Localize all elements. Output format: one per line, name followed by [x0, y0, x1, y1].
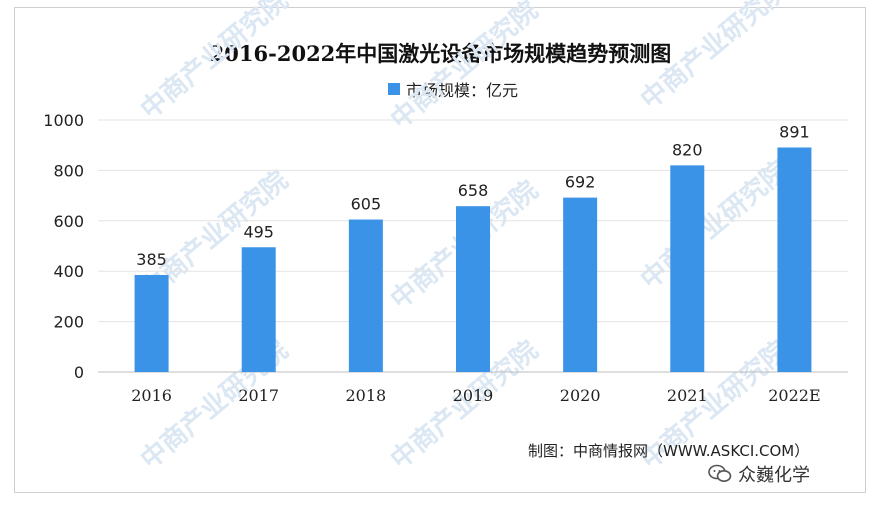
watermark-text: 中商产业研究院 [635, 155, 794, 296]
data-label: 605 [351, 195, 382, 214]
watermark-text: 中商产业研究院 [385, 0, 544, 135]
y-tick-label: 200 [53, 313, 84, 332]
brand-label: 众巍化学 [738, 461, 810, 487]
bar [670, 165, 704, 372]
watermark-text: 中商产业研究院 [135, 0, 294, 125]
y-tick-label: 400 [53, 262, 84, 281]
bar [456, 206, 490, 372]
x-tick-label: 2020 [560, 386, 601, 405]
y-tick-label: 0 [74, 363, 84, 382]
x-tick-label: 2019 [453, 386, 494, 405]
data-label: 495 [243, 222, 274, 241]
bar [242, 247, 276, 372]
watermark-text: 中商产业研究院 [635, 0, 794, 115]
y-tick-label: 600 [53, 212, 84, 231]
x-tick-label: 2017 [238, 386, 279, 405]
x-tick-label: 2022E [768, 386, 820, 405]
wechat-icon [708, 464, 732, 484]
data-label: 820 [672, 140, 703, 159]
bar [349, 220, 383, 372]
brand-badge: 众巍化学 [706, 461, 816, 487]
data-label: 692 [565, 173, 596, 192]
x-tick-label: 2021 [667, 386, 708, 405]
bar [777, 147, 811, 372]
bar [135, 275, 169, 372]
x-tick-label: 2018 [345, 386, 386, 405]
y-tick-label: 800 [53, 161, 84, 180]
source-note: 制图：中商情报网（WWW.ASKCI.COM） [528, 440, 809, 461]
x-tick-label: 2016 [131, 386, 172, 405]
y-tick-label: 1000 [43, 111, 84, 130]
data-label: 891 [779, 122, 810, 141]
data-label: 385 [136, 250, 167, 269]
data-label: 658 [458, 181, 489, 200]
bar [563, 198, 597, 372]
